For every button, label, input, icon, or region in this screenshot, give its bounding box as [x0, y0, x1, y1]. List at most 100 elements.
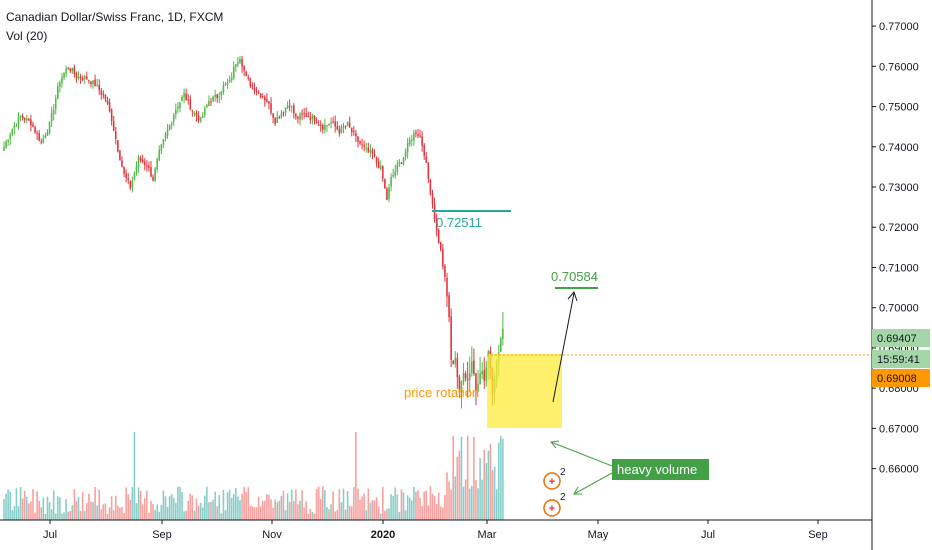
- candle-body: [400, 163, 403, 165]
- heavy-volume-label: heavy volume: [617, 462, 697, 477]
- candle-body: [274, 118, 276, 124]
- volume-bar: [222, 489, 225, 520]
- volume-bar: [168, 496, 171, 520]
- candle-body: [326, 125, 328, 127]
- candle-body: [309, 116, 312, 120]
- candle-body: [239, 58, 241, 63]
- candle-body: [305, 113, 308, 117]
- volume-bar: [487, 450, 490, 520]
- volume-bar: [332, 491, 334, 520]
- candle-body: [500, 338, 502, 352]
- volume-bar: [71, 505, 74, 520]
- volume-bar: [483, 449, 486, 520]
- candle-body: [379, 165, 382, 169]
- candle-body: [477, 383, 479, 391]
- volume-bar: [143, 498, 146, 520]
- candle-body: [386, 188, 388, 200]
- event-marker-1[interactable]: + 2: [543, 467, 566, 490]
- volume-bar: [410, 500, 413, 520]
- candle-body: [44, 135, 47, 138]
- price-tick-label: 0.76000: [879, 61, 919, 73]
- volume-bar: [65, 499, 67, 520]
- candle-body: [146, 165, 148, 167]
- price-tick-label: 0.77000: [879, 21, 919, 33]
- candle-body: [452, 360, 454, 364]
- volume-bar: [417, 490, 419, 520]
- volume-bar: [164, 496, 167, 520]
- volume-bar: [177, 486, 179, 520]
- candle-body: [92, 80, 94, 84]
- candle-body: [346, 122, 349, 126]
- candle-body: [228, 80, 231, 83]
- volume-bar: [108, 507, 111, 520]
- volume-bar: [396, 494, 399, 520]
- volume-bar: [32, 489, 34, 520]
- candle-body: [315, 121, 318, 124]
- candle-body: [448, 295, 450, 318]
- price-tick-label: 0.71000: [879, 262, 919, 274]
- candle-body: [197, 115, 200, 121]
- volume-bar: [48, 501, 51, 520]
- volume-bar: [3, 498, 5, 520]
- volume-bar: [117, 505, 119, 520]
- volume-bar: [270, 499, 272, 520]
- volume-bar: [274, 499, 276, 520]
- candle-body: [276, 117, 279, 123]
- candle-body: [119, 150, 121, 161]
- volume-bar: [319, 498, 322, 520]
- candle-body: [435, 218, 438, 231]
- volume-bar: [425, 490, 428, 520]
- time-tick-label: Sep: [808, 529, 828, 541]
- volume-bar: [228, 490, 231, 520]
- candle-body: [502, 328, 504, 339]
- volume-bar: [456, 456, 459, 520]
- candle-body: [417, 133, 419, 136]
- time-axis-ticks: Jul Sep Nov 2020 Mar May Jul Sep: [43, 520, 828, 541]
- target-level-label: 0.70584: [551, 269, 598, 284]
- volume-bar: [83, 511, 86, 520]
- candle-body: [28, 118, 30, 121]
- volume-bar: [359, 499, 361, 520]
- countdown-badge-text: 15:59:41: [877, 354, 920, 366]
- candle-body: [206, 104, 208, 108]
- volume-bar: [166, 507, 169, 520]
- price-axis-bg[interactable]: [872, 0, 932, 520]
- volume-bar: [98, 489, 101, 520]
- time-tick-label: Mar: [478, 529, 497, 541]
- candle-body: [284, 107, 287, 113]
- volume-bar: [146, 490, 148, 520]
- volume-bar: [485, 463, 488, 520]
- event-marker-2[interactable]: + 2: [543, 492, 566, 517]
- candle-body: [181, 96, 183, 102]
- candle-body: [363, 145, 365, 147]
- candle-body: [25, 118, 28, 120]
- volume-bar: [295, 489, 297, 520]
- candle-body: [365, 147, 368, 149]
- volume-bar: [195, 498, 198, 520]
- candle-body: [133, 172, 136, 180]
- candle-body: [23, 118, 26, 121]
- candle-body: [437, 229, 440, 244]
- volume-bar: [21, 498, 24, 520]
- volume-bar: [361, 496, 363, 520]
- volume-bar: [328, 509, 330, 520]
- candle-body: [272, 113, 274, 118]
- volume-bar: [88, 493, 90, 520]
- volume-bar: [284, 510, 287, 520]
- volume-bar: [481, 479, 483, 520]
- candle-body: [466, 378, 469, 381]
- volume-bar: [100, 509, 103, 520]
- volume-bar: [502, 438, 504, 520]
- candle-body: [340, 126, 343, 134]
- volume-bar: [429, 486, 432, 520]
- candle-body: [100, 90, 103, 95]
- candle-body: [121, 160, 123, 167]
- candle-body: [241, 59, 243, 67]
- last-close-badge-text: 0.69407: [877, 333, 917, 345]
- volume-bar: [330, 504, 332, 520]
- candle-body: [67, 67, 69, 69]
- volume-bar: [241, 493, 243, 520]
- volume-bar: [112, 510, 115, 520]
- candle-body: [357, 136, 359, 142]
